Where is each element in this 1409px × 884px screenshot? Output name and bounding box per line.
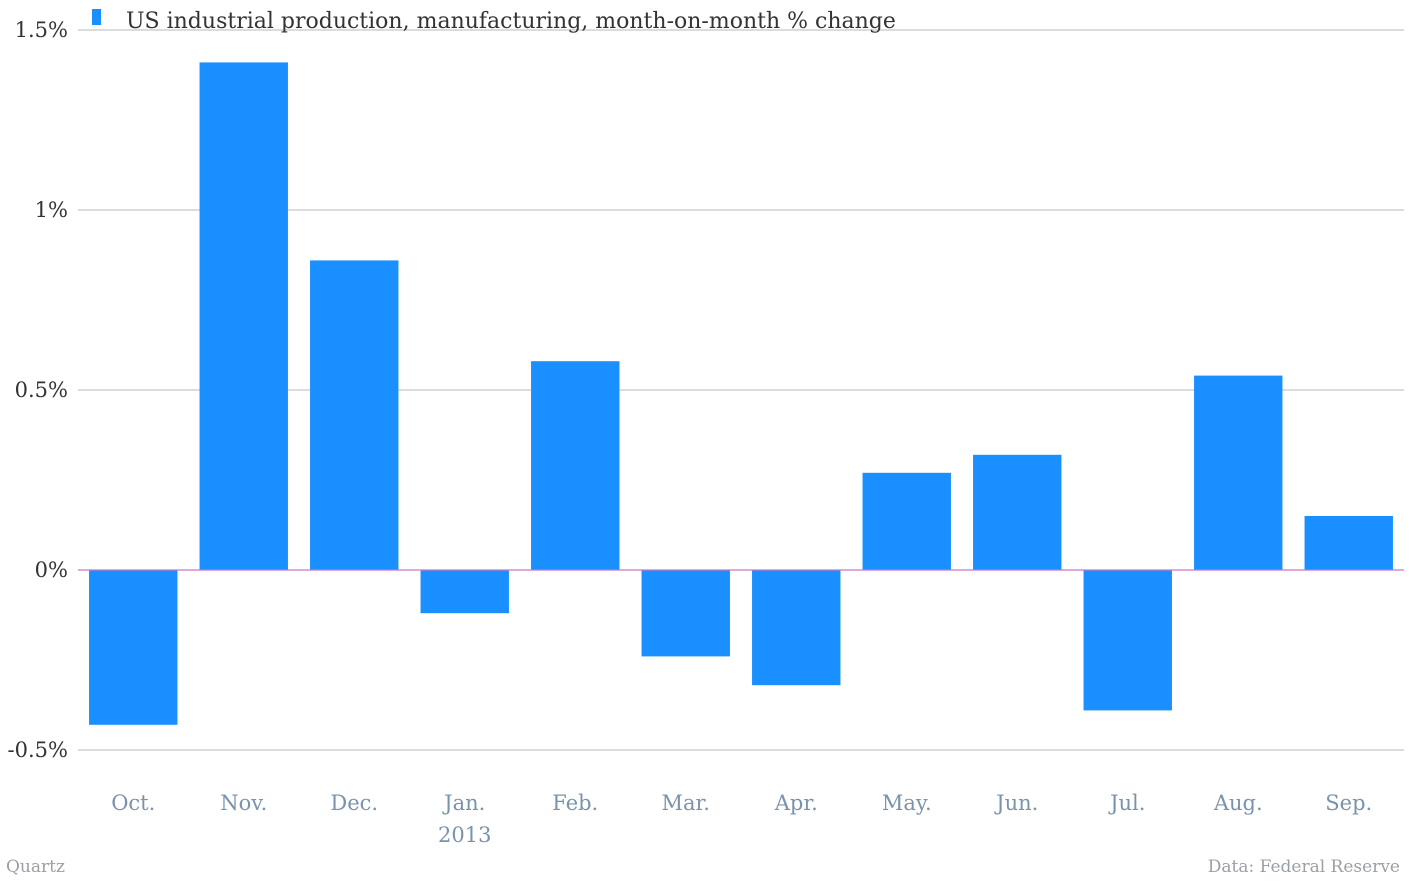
x-tick-label: Feb.	[552, 791, 598, 815]
bar-dec	[310, 260, 399, 570]
y-tick-label: 0.5%	[15, 378, 68, 402]
x-tick-label: Oct.	[111, 791, 155, 815]
bar-feb	[531, 361, 620, 570]
x-tick-label: Jun.	[994, 791, 1038, 815]
x-axis-tick-labels: Oct. Nov. Dec. Jan. 2013 Feb. Mar. Apr. May. Jun.…	[111, 791, 1372, 847]
bars	[89, 62, 1393, 725]
bar-apr	[752, 570, 841, 686]
legend: US industrial production, manufacturing,…	[92, 9, 896, 34]
bar-jan	[420, 570, 509, 614]
footer-credit: Quartz	[6, 857, 65, 877]
bar-oct	[89, 570, 178, 725]
bar-may	[862, 472, 951, 570]
bar-jun	[973, 454, 1062, 570]
y-tick-label: 1%	[35, 198, 68, 222]
footer-source: Data: Federal Reserve	[1208, 857, 1400, 877]
x-tick-label: Aug.	[1213, 791, 1263, 815]
bar-aug	[1194, 375, 1283, 570]
gridlines	[78, 29, 1404, 751]
x-tick-label: May.	[882, 791, 932, 815]
x-tick-label: Mar.	[662, 791, 710, 815]
bar-jul	[1083, 570, 1172, 711]
x-tick-label: Nov.	[220, 791, 267, 815]
legend-label: US industrial production, manufacturing,…	[126, 9, 896, 34]
x-tick-label: Dec.	[330, 791, 378, 815]
x-tick-label: Apr.	[774, 791, 818, 815]
bar-nov	[199, 62, 288, 571]
bar-sep	[1304, 516, 1393, 570]
y-tick-label: -0.5%	[8, 738, 68, 762]
x-tick-label: Sep.	[1325, 791, 1372, 815]
y-tick-label: 1.5%	[15, 18, 68, 42]
x-tick-label: Jan.	[442, 791, 485, 815]
legend-swatch	[92, 9, 101, 25]
bar-mar	[641, 570, 730, 657]
x-tick-sublabel: 2013	[438, 823, 491, 847]
y-axis-tick-labels: -0.5% 0% 0.5% 1% 1.5%	[8, 18, 68, 762]
y-tick-label: 0%	[35, 558, 68, 582]
x-tick-label: Jul.	[1108, 791, 1145, 815]
